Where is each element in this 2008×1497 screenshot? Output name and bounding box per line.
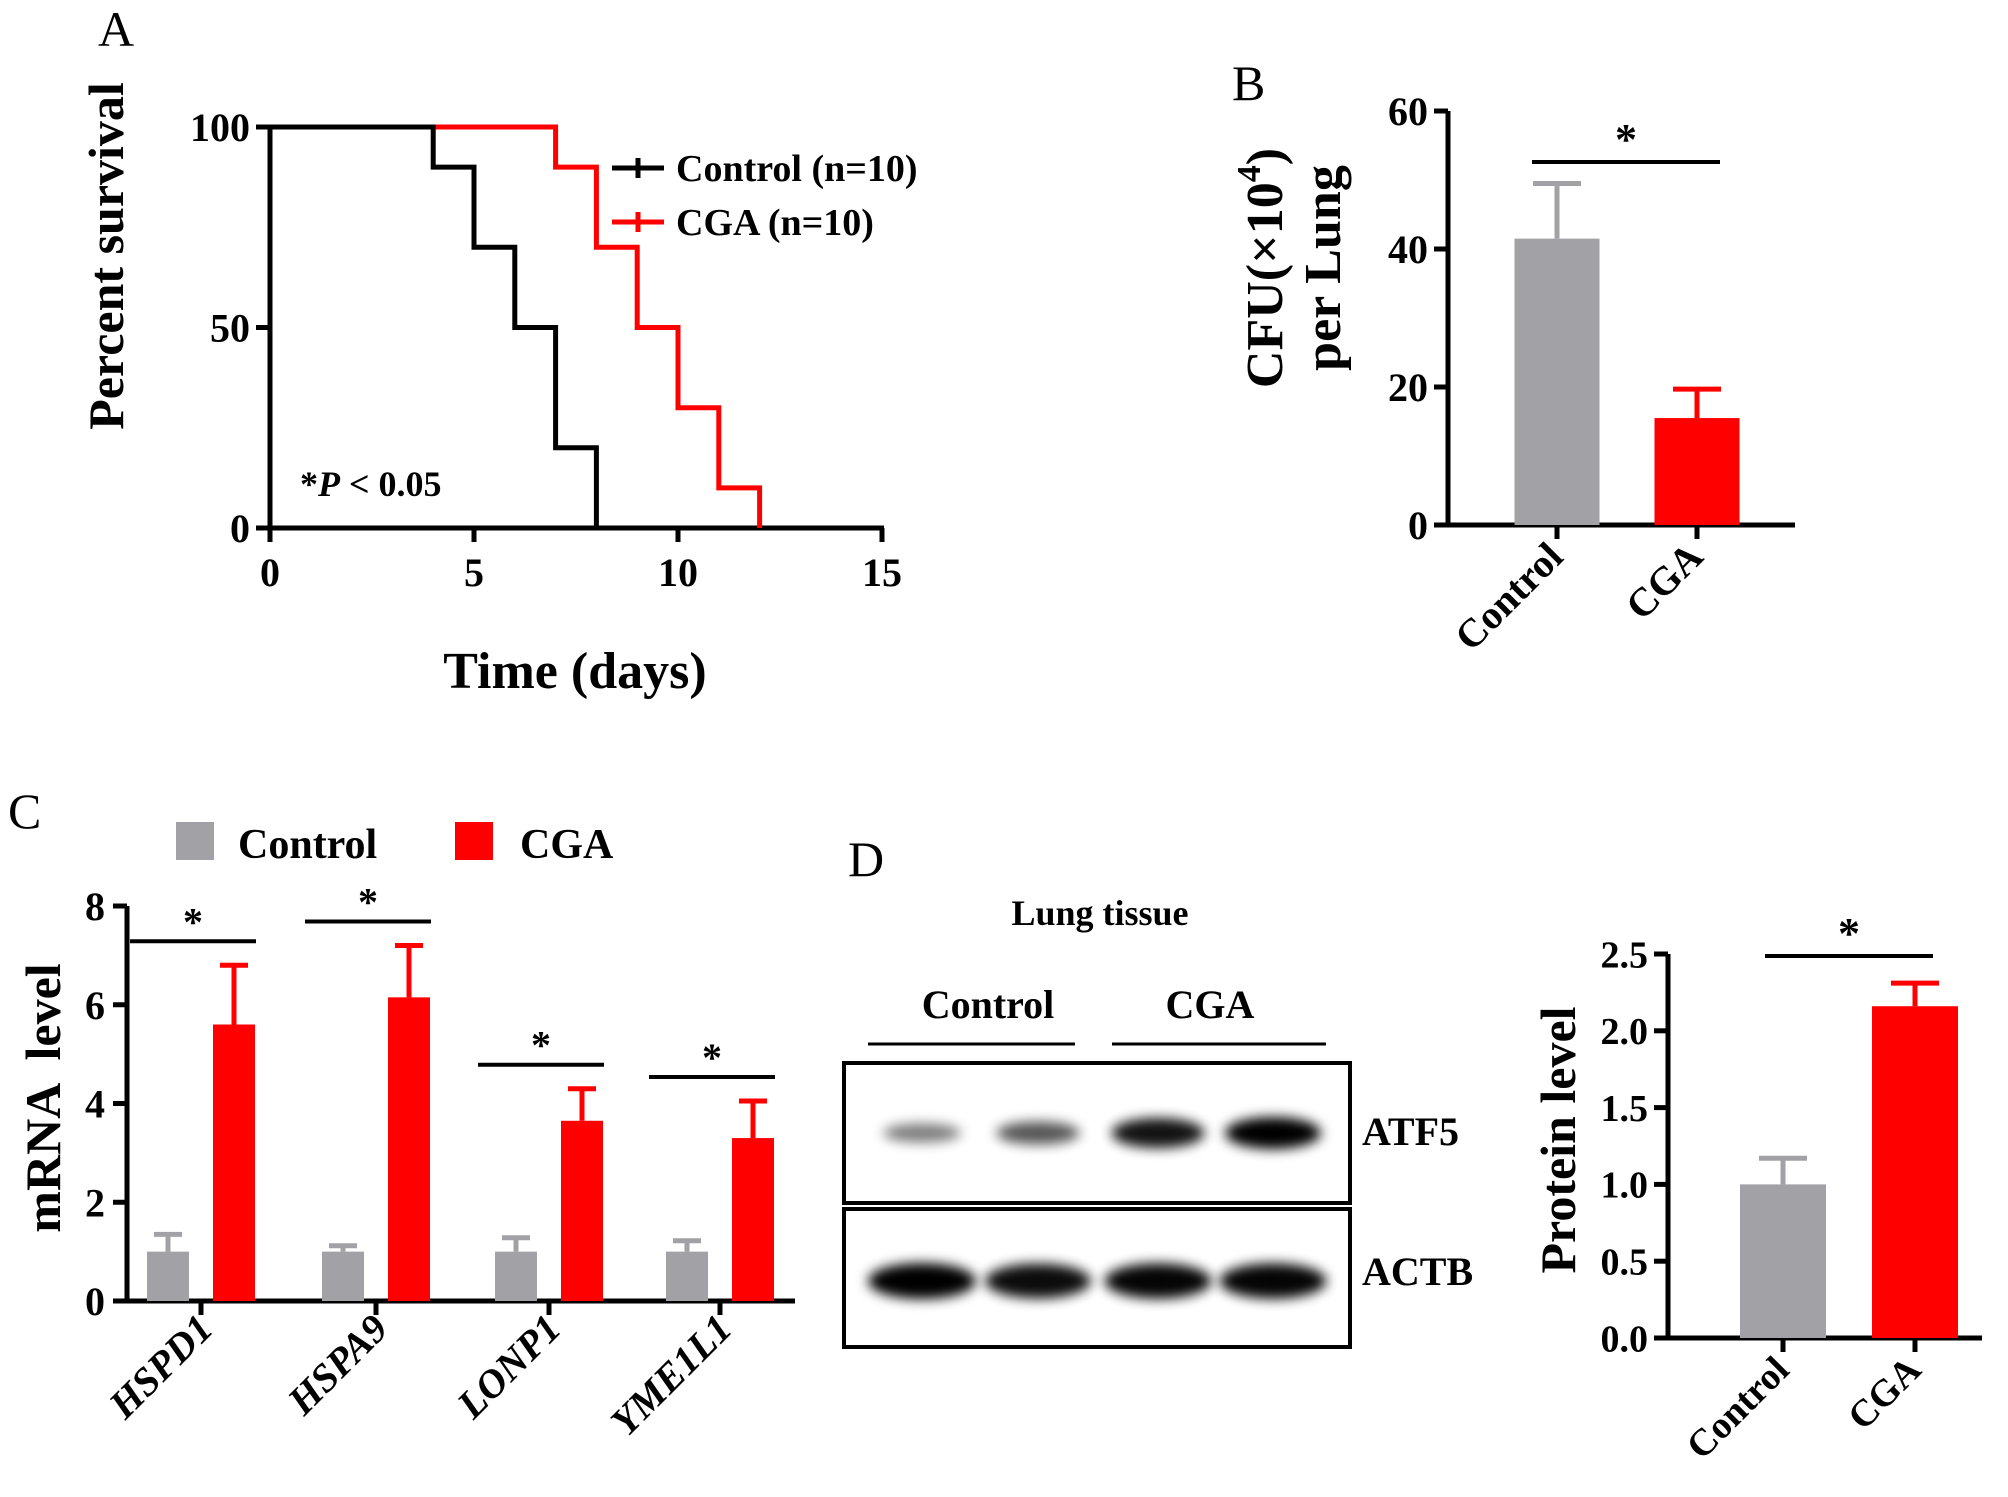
- bar-control: [1740, 1184, 1826, 1338]
- panel-b-y-axis-label-line2: per Lung: [1295, 165, 1352, 371]
- legend-cga-label: CGA (n=10): [676, 202, 874, 244]
- y-tick-label: 4: [85, 1082, 105, 1127]
- y-tick-label: 2: [85, 1180, 105, 1225]
- y-tick-label: 1.0: [1601, 1165, 1649, 1207]
- significance-star: *: [1838, 909, 1860, 958]
- blot-row-atf5-label: ATF5: [1362, 1109, 1459, 1154]
- y-tick-label: 2.0: [1601, 1011, 1649, 1053]
- x-tick-label: CGA: [1617, 533, 1712, 628]
- y-tick-label: 100: [190, 105, 250, 150]
- bar-cga: [1654, 418, 1740, 525]
- panel-b-y-axis-label-line1: CFU(×104): [1231, 148, 1294, 388]
- p-value-rest: < 0.05: [340, 464, 442, 504]
- panel-c-letter: C: [8, 783, 41, 839]
- significance-star: *: [1615, 115, 1637, 164]
- band-actb-lane-3: [1104, 1263, 1212, 1299]
- bar-yme1l1-cga: [732, 1138, 774, 1301]
- bar-hspd1-cga: [213, 1024, 255, 1301]
- blot-group-control-label: Control: [922, 982, 1055, 1027]
- panel-c-mrna-chart: C 0 2 4 6 8 HSPD1 HSPA9 LONP1 YME1L1 * * * * mRNA l…: [8, 783, 795, 1444]
- survival-curve-control: [270, 124, 599, 528]
- x-tick-label: Control: [1679, 1349, 1798, 1468]
- blot-group-cga-label: CGA: [1166, 982, 1255, 1027]
- x-tick-label: Control: [1446, 534, 1572, 660]
- blot-image: [842, 1061, 1352, 1349]
- panel-b-letter: B: [1232, 55, 1265, 111]
- band-actb-lane-4: [1219, 1263, 1327, 1299]
- bar-control: [1514, 238, 1600, 525]
- panel-c-y-axis-label: mRNA level: [15, 963, 71, 1232]
- band-actb-lane-1: [868, 1263, 976, 1299]
- panel-c-bars: * * * *: [130, 880, 775, 1301]
- panel-d-y-axis-label: Protein level: [1530, 1006, 1586, 1273]
- bar-hspa9-cga: [388, 997, 430, 1301]
- bar-lonp1-control: [495, 1251, 537, 1301]
- y-tick-label: 2.5: [1601, 934, 1649, 976]
- significance-star: *: [358, 880, 378, 925]
- legend-cga-label: CGA: [520, 822, 614, 868]
- panel-a-y-axis-label: Percent survival: [78, 82, 134, 430]
- y-tick-label: 1.5: [1601, 1088, 1649, 1130]
- y-tick-label: 40: [1388, 227, 1428, 272]
- panel-d-letter: D: [848, 831, 884, 887]
- bar-yme1l1-control: [666, 1251, 708, 1301]
- y-tick-label: 0: [230, 506, 250, 551]
- y-tick-label: 0: [1408, 503, 1428, 548]
- panel-d-western-blot: D Lung tissue Control CGA ATF5 ACTB 0.0 0…: [842, 831, 1982, 1468]
- y-tick-label: 0.0: [1601, 1318, 1649, 1360]
- x-tick-label: HSPA9: [278, 1306, 396, 1424]
- significance-star: *: [702, 1035, 722, 1080]
- y-tick-label: 8: [85, 884, 105, 929]
- x-tick-label: 5: [464, 550, 484, 595]
- y-tick-label: 50: [210, 306, 250, 351]
- bar-hspa9-control: [322, 1251, 364, 1301]
- x-tick-label: 0: [260, 550, 280, 595]
- panel-d-bars: *: [1740, 909, 1958, 1338]
- panel-a-legend: Control (n=10) CGA (n=10): [612, 148, 918, 244]
- panel-a-survival-plot: A 0 50 100 0 5 10 15 Percent survival Time (da…: [78, 1, 918, 700]
- x-tick-label: 10: [658, 550, 698, 595]
- panel-c-axes: 0 2 4 6 8 HSPD1 HSPA9 LONP1 YME1L1: [85, 884, 795, 1444]
- significance-star: *: [183, 899, 203, 944]
- band-actb-lane-2: [985, 1263, 1091, 1299]
- y-tick-label: 20: [1388, 365, 1428, 410]
- x-tick-label: YME1L1: [602, 1306, 741, 1445]
- p-value-p: P: [317, 464, 341, 504]
- x-tick-label: HSPD1: [99, 1306, 221, 1428]
- band-atf5-lane-1: [883, 1123, 961, 1143]
- panel-a-survival-curves: [270, 124, 763, 528]
- y-tick-label: 6: [85, 983, 105, 1028]
- band-atf5-lane-4: [1225, 1117, 1321, 1149]
- p-value-star: *: [300, 464, 318, 504]
- band-atf5-lane-3: [1111, 1118, 1205, 1148]
- legend-control-swatch: [176, 822, 214, 860]
- panel-b-cfu-chart: B 0 20 40 60 Control CGA * CFU(×104) per Lung: [1231, 55, 1795, 659]
- blot-bands: [868, 1117, 1327, 1299]
- y-tick-label: 60: [1388, 89, 1428, 134]
- bar-lonp1-cga: [561, 1120, 603, 1301]
- x-tick-label: CGA: [1840, 1348, 1930, 1438]
- survival-curve-cga: [270, 124, 763, 528]
- x-tick-label: 15: [862, 550, 902, 595]
- legend-cga-swatch: [455, 822, 493, 860]
- panel-a-p-value-annotation: *P < 0.05: [300, 464, 442, 504]
- y-tick-label: 0.5: [1601, 1242, 1649, 1284]
- legend-control-label: Control (n=10): [676, 148, 918, 190]
- bar-cga: [1872, 1006, 1958, 1338]
- panel-c-legend: Control CGA: [176, 822, 614, 868]
- panel-a-x-axis-label: Time (days): [443, 643, 706, 700]
- blot-title: Lung tissue: [1011, 893, 1188, 933]
- significance-star: *: [531, 1023, 551, 1068]
- panel-a-axes: 0 50 100 0 5 10 15: [190, 105, 902, 595]
- x-tick-label: LONP1: [447, 1306, 569, 1428]
- legend-control-label: Control: [238, 822, 377, 868]
- y-tick-label: 0: [85, 1279, 105, 1324]
- band-atf5-lane-2: [996, 1121, 1080, 1145]
- blot-row-actb-label: ACTB: [1362, 1249, 1473, 1294]
- panel-b-bars: *: [1514, 115, 1740, 525]
- bar-hspd1-control: [147, 1251, 189, 1301]
- panel-a-letter: A: [98, 1, 134, 57]
